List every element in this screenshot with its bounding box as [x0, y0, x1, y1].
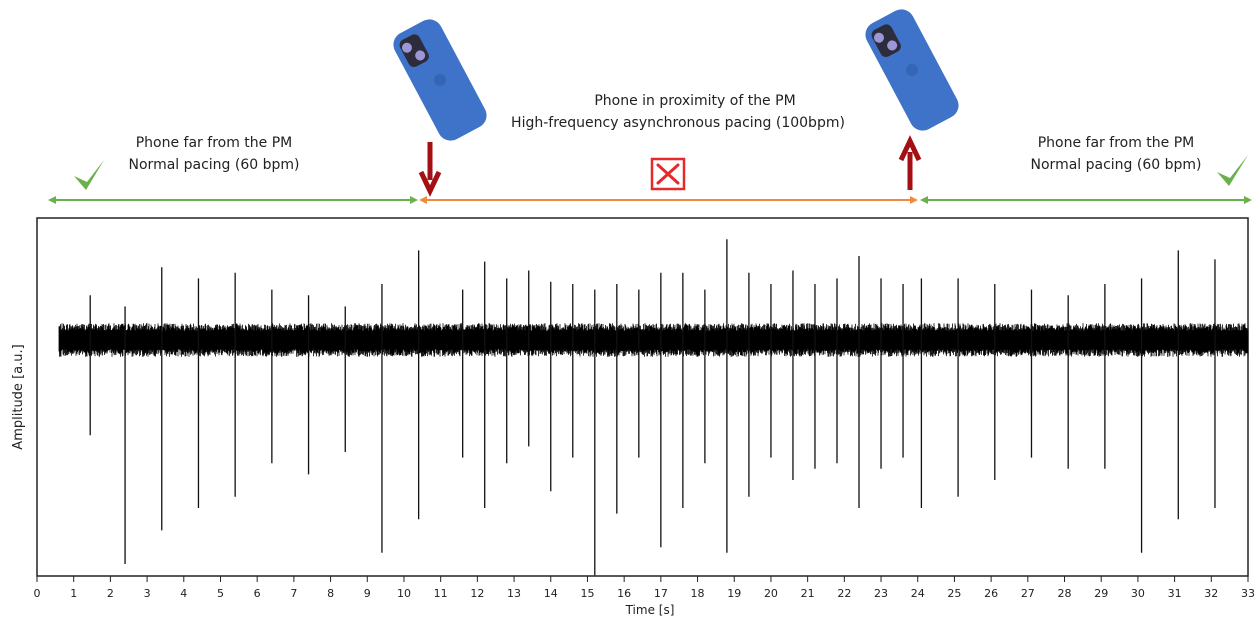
- annotation-middle-line1: Phone in proximity of the PM: [594, 93, 795, 109]
- x-tick-label: 19: [727, 587, 741, 600]
- x-tick-label: 8: [327, 587, 334, 600]
- x-tick-label: 16: [617, 587, 631, 600]
- x-tick-label: 33: [1241, 587, 1255, 600]
- y-axis-label: Amplitude [a.u.]: [11, 344, 26, 449]
- x-tick-label: 1: [70, 587, 77, 600]
- x-tick-label: 17: [654, 587, 668, 600]
- x-tick-label: 27: [1021, 587, 1035, 600]
- annotation-right: Phone far from the PM Normal pacing (60 …: [1031, 135, 1202, 173]
- annotation-left-line1: Phone far from the PM: [136, 135, 293, 151]
- x-tick-label: 25: [947, 587, 961, 600]
- phase-segments: [48, 196, 1252, 204]
- x-tick-label: 32: [1204, 587, 1218, 600]
- annotation-middle-line2: High-frequency asynchronous pacing (100b…: [511, 115, 845, 131]
- x-tick-label: 11: [434, 587, 448, 600]
- x-tick-label: 30: [1131, 587, 1145, 600]
- arrow-down-icon: [418, 142, 442, 197]
- annotation-middle: Phone in proximity of the PM High-freque…: [511, 93, 845, 131]
- signal-trace: [58, 323, 1249, 357]
- x-tick-label: 2: [107, 587, 114, 600]
- x-tick-label: 28: [1058, 587, 1072, 600]
- x-tick-label: 7: [290, 587, 297, 600]
- x-tick-label: 23: [874, 587, 888, 600]
- x-tick-label: 21: [801, 587, 815, 600]
- annotation-right-line1: Phone far from the PM: [1038, 135, 1195, 151]
- x-tick-label: 4: [180, 587, 187, 600]
- annotation-left: Phone far from the PM Normal pacing (60 …: [129, 135, 300, 173]
- x-tick-label: 12: [470, 587, 484, 600]
- segment-normal-right: [920, 196, 1252, 204]
- x-tick-label: 24: [911, 587, 925, 600]
- arrow-up-icon: [898, 135, 922, 190]
- x-tick-label: 5: [217, 587, 224, 600]
- x-tick-label: 13: [507, 587, 521, 600]
- segment-normal-left: [48, 196, 418, 204]
- annotation-right-line2: Normal pacing (60 bpm): [1031, 157, 1202, 173]
- x-tick-label: 29: [1094, 587, 1108, 600]
- x-tick-label: 10: [397, 587, 411, 600]
- phone-icon: [393, 19, 487, 141]
- x-tick-label: 6: [254, 587, 261, 600]
- check-icon: [74, 160, 104, 190]
- plot-area: [36, 217, 1249, 577]
- segment-interference: [419, 196, 918, 204]
- pacing-spikes: [89, 239, 1216, 576]
- x-tick-label: 3: [144, 587, 151, 600]
- x-tick-label: 22: [837, 587, 851, 600]
- x-tick-label: 20: [764, 587, 778, 600]
- cross-icon: [650, 157, 686, 191]
- x-tick-label: 31: [1168, 587, 1182, 600]
- x-axis: 0 1 2 3 4 5 6 7 8 9 10 11 12 13 14 15 16 17 18 19 20 21 22 23 24…: [34, 576, 1255, 600]
- annotation-left-line2: Normal pacing (60 bpm): [129, 157, 300, 173]
- check-icon: [1217, 155, 1248, 186]
- x-tick-label: 26: [984, 587, 998, 600]
- x-axis-label: Time [s]: [625, 603, 675, 617]
- phone-icon: [865, 9, 959, 131]
- noise-trace: [58, 323, 1249, 357]
- x-tick-label: 0: [34, 587, 41, 600]
- x-tick-label: 9: [364, 587, 371, 600]
- x-tick-label: 15: [580, 587, 594, 600]
- x-tick-label: 14: [544, 587, 558, 600]
- x-tick-label: 18: [691, 587, 705, 600]
